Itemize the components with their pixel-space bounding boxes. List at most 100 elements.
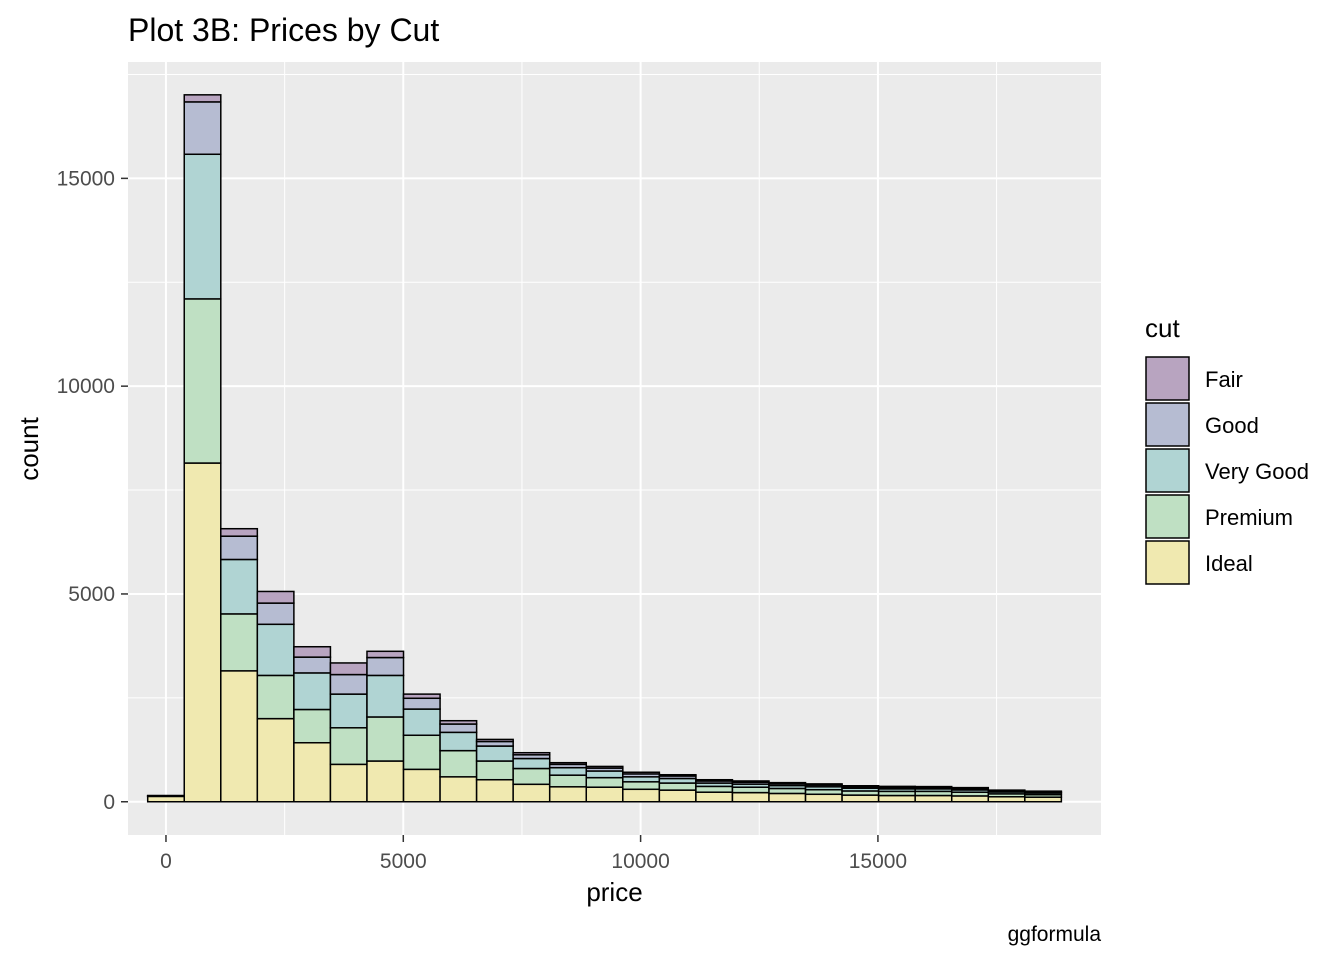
bar-segment-ideal [658,789,697,803]
bar-segment-ideal [366,760,405,803]
bar-segment-fair [695,778,734,782]
bar-segment-fair [293,645,332,658]
bar-segment-premium [512,767,551,786]
x-tick-label: 10000 [611,850,669,873]
bar-segment-fair [841,785,880,788]
bar-segment-fair [987,789,1026,792]
x-tick-label: 5000 [380,850,427,873]
bar-segment-fair [768,781,807,785]
legend-title: cut [1145,313,1180,343]
bar-segment-fair [366,650,405,659]
bar-segment-ideal [841,794,880,803]
bar-segment-good [329,673,368,695]
y-tick-label: 15000 [57,167,115,190]
bar-segment-premium [731,786,770,794]
legend-key-good [1145,402,1190,447]
x-axis: 0 5000 10000 15000 [160,835,907,873]
legend-label: Very Good [1205,459,1309,484]
bar-segment-good [402,697,441,710]
bar-segment-fair [950,786,990,790]
bar-segment-fair [329,662,368,676]
bar-segment-premium [548,774,588,788]
bar-segment-ideal [622,788,661,803]
bar-segment-ideal [695,791,734,803]
bar-segment-fair [1024,790,1063,793]
bar-segment-ideal [475,778,514,803]
bar-segment-fair [183,94,222,103]
stacked-bars [146,94,1063,803]
bar-segment-premium [585,776,624,788]
bar-segment-good [183,101,222,156]
bar-segment-fair [220,527,259,537]
bar-segment-ideal [256,717,295,803]
bar-segment-very-good [329,693,368,729]
bar-segment-ideal [914,794,953,803]
bar-segment-ideal [731,791,770,803]
legend-key-very-good [1145,448,1190,493]
bar-segment-premium [256,674,295,720]
legend-label: Ideal [1205,551,1253,576]
bar-segment-ideal [950,795,990,803]
bar-segment-good [293,656,332,674]
bar-segment-premium [622,781,661,791]
bar-segment-ideal [439,776,478,803]
legend: cut Fair Good Very Good Premium Ideal [1145,313,1309,585]
bar-segment-premium [293,708,332,744]
bar-segment-fair [402,693,441,700]
y-axis: 0 5000 10000 15000 [57,167,128,814]
legend-label: Premium [1205,505,1293,530]
bar-segment-ideal [329,763,368,803]
bar-segment-ideal [768,792,807,803]
bar-segment-very-good [220,558,259,615]
bar-segment-very-good [548,766,588,776]
bar-segment-premium [220,613,259,672]
bar-segment-fair [548,761,588,766]
legend-label: Fair [1205,367,1243,392]
legend-key-fair [1145,356,1190,401]
bar-segment-ideal [548,786,588,803]
bar-segment-ideal [877,794,916,803]
bar-segment-premium [402,734,441,771]
bar-segment-premium [695,785,734,793]
bar-segment-good [439,723,478,734]
bar-segment-premium [658,782,697,791]
x-tick-label: 15000 [849,850,907,873]
bar-segment-ideal [804,793,843,803]
bar-segment-fair [256,590,295,604]
bar-segment-fair [914,785,953,789]
bar-segment-premium [183,298,222,464]
bar-segment-fair [439,719,478,725]
y-tick-label: 0 [103,791,115,814]
y-tick-label: 5000 [68,583,115,606]
bar-segment-good [146,794,185,797]
bar-segment-very-good [512,757,551,770]
bar-segment-premium [475,760,514,781]
bar-segment-ideal [402,768,441,803]
bar-segment-good [366,656,405,677]
bar-segment-very-good [475,745,514,762]
chart-caption: ggformula [1008,923,1102,946]
x-axis-label: price [586,877,642,907]
legend-label: Good [1205,413,1259,438]
legend-key-premium [1145,494,1190,539]
bar-segment-very-good [439,731,478,752]
bar-segment-fair [658,773,697,777]
bar-segment-fair [804,783,843,786]
bar-segment-premium [329,727,368,766]
bar-segment-premium [366,716,405,762]
bar-segment-very-good [293,672,332,711]
bar-segment-fair [731,780,770,783]
y-tick-label: 10000 [57,375,115,398]
bar-segment-fair [585,765,624,769]
bar-segment-very-good [256,623,295,677]
bar-segment-fair [475,738,514,743]
bar-segment-ideal [512,783,551,803]
x-tick-label: 0 [160,850,172,873]
bar-segment-ideal [183,462,222,803]
bar-segment-very-good [366,674,405,718]
bar-segment-good [256,602,295,626]
bar-segment-ideal [220,670,259,803]
legend-key-ideal [1145,540,1190,585]
y-axis-label: count [14,416,44,480]
bar-segment-very-good [402,708,441,737]
